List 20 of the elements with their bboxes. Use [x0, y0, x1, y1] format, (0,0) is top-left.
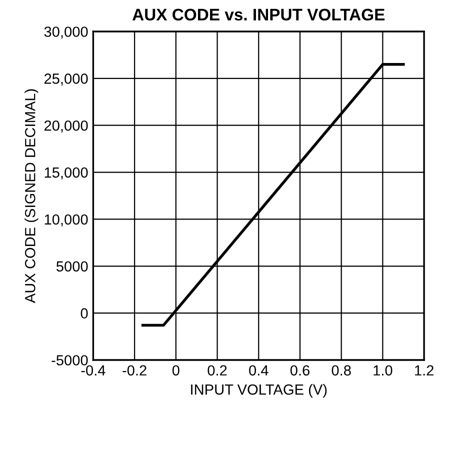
x-tick-label: 0.6 — [290, 365, 310, 376]
y-axis-title: AUX CODE (SIGNED DECIMAL) — [24, 89, 38, 304]
y-tick-label: 15,000 — [44, 167, 88, 180]
x-tick-label: 0.4 — [249, 365, 268, 376]
x-tick-label: 0 — [172, 365, 180, 376]
y-tick-label: 30,000 — [44, 26, 88, 39]
x-axis-title: INPUT VOLTAGE (V) — [191, 384, 327, 398]
y-tick-label: 25,000 — [44, 74, 88, 86]
x-tick-label: -0.2 — [122, 365, 146, 376]
x-tick-label: 1.0 — [374, 365, 392, 376]
x-tick-label: 0.2 — [208, 365, 227, 376]
y-tick-label: 5000 — [56, 261, 88, 272]
y-tick-label: -5000 — [52, 355, 88, 366]
x-tick-label: 1.2 — [415, 365, 434, 376]
chart-title: AUX CODE vs. INPUT VOLTAGE — [132, 8, 385, 21]
x-tick-label: 0.8 — [332, 365, 351, 376]
y-tick-label: 20,000 — [44, 120, 88, 133]
y-tick-label: 0 — [80, 308, 88, 318]
y-tick-label: 10,000 — [44, 214, 88, 226]
x-tick-label: -0.4 — [81, 365, 106, 376]
